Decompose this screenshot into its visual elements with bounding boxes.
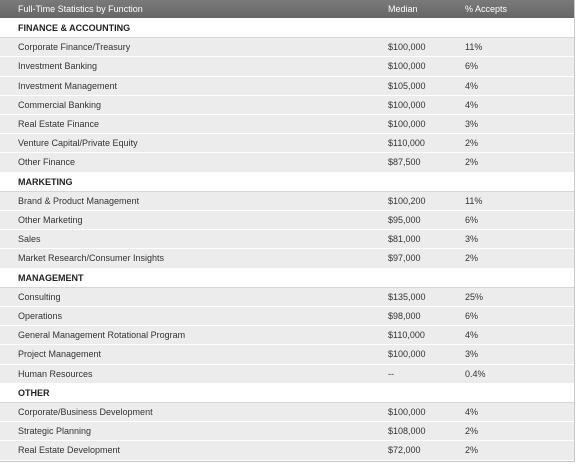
function-name: Real Estate Development xyxy=(18,445,121,456)
accept-rate: 11% xyxy=(465,195,483,206)
function-name: Investment Banking xyxy=(18,61,98,72)
median-salary: $81,000 xyxy=(388,234,421,245)
median-salary: $100,000 xyxy=(388,407,426,417)
median-salary: $98,000 xyxy=(388,311,421,321)
data-row: Investment Banking $100,000 6% xyxy=(0,57,574,77)
section-row: MANAGEMENT xyxy=(0,268,574,288)
function-name: Strategic Planning xyxy=(18,426,92,437)
data-row: Human Resources -- 0.4% xyxy=(0,364,574,384)
accept-rate: 4% xyxy=(465,99,479,110)
function-name: Real Estate Finance xyxy=(18,119,100,129)
data-row: Brand & Product Management $100,200 11% xyxy=(0,191,574,211)
median-salary: $135,000 xyxy=(388,291,426,302)
median-salary: $97,000 xyxy=(388,253,421,264)
data-row: Corporate Finance/Treasury $100,000 11% xyxy=(0,38,574,58)
section-title: MARKETING xyxy=(18,176,73,187)
median-salary: $87,500 xyxy=(388,157,421,168)
header-row: Full-Time Statistics by Function Median … xyxy=(0,0,574,19)
data-row: Other Finance $87,500 2% xyxy=(0,153,574,173)
data-row: Real Estate Finance $100,000 3% xyxy=(0,115,574,135)
median-salary: $100,200 xyxy=(388,195,426,206)
median-salary: $95,000 xyxy=(388,215,421,225)
function-name: Other Marketing xyxy=(18,215,83,225)
accept-rate: 4% xyxy=(465,80,479,91)
data-row: Consulting $135,000 25% xyxy=(0,287,574,307)
section-title: MANAGEMENT xyxy=(18,272,84,283)
section-title: FINANCE & ACCOUNTING xyxy=(18,23,131,33)
function-name: Other Finance xyxy=(18,157,76,168)
accept-rate: 25% xyxy=(465,291,484,302)
data-row: General Management Rotational Program $11… xyxy=(0,326,574,346)
median-salary: $105,000 xyxy=(388,80,426,91)
header-cell: Full-Time Statistics by Function xyxy=(18,4,143,14)
median-salary: $100,000 xyxy=(388,119,426,129)
accept-rate: 11% xyxy=(465,42,483,53)
accept-rate: 2% xyxy=(465,426,479,437)
data-row: Investment Management $105,000 4% xyxy=(0,76,574,96)
function-name: Sales xyxy=(18,234,41,245)
accept-rate: 2% xyxy=(465,138,479,149)
accept-rate: 6% xyxy=(465,61,479,72)
median-salary: $110,000 xyxy=(388,330,425,341)
function-name: Market Research/Consumer Insights xyxy=(18,253,165,264)
section-row: MARKETING xyxy=(0,172,574,192)
function-name: Commercial Banking xyxy=(18,99,102,110)
section-title: OTHER xyxy=(18,387,50,398)
data-row: Strategic Planning $108,000 2% xyxy=(0,422,574,442)
accept-rate: 3% xyxy=(465,349,479,360)
median-salary: -- xyxy=(388,368,394,379)
data-row: Venture Capital/Private Equity $110,000 2% xyxy=(0,134,574,154)
accept-rate: 2% xyxy=(465,157,479,168)
accept-rate: 2% xyxy=(465,445,479,456)
function-name: Investment Management xyxy=(18,80,118,91)
median-salary: $100,000 xyxy=(388,61,426,72)
accept-rate: 2% xyxy=(465,253,479,264)
data-row: Real Estate Development $72,000 2% xyxy=(0,441,574,461)
function-name: General Management Rotational Program xyxy=(18,330,186,341)
function-name: Corporate/Business Development xyxy=(18,407,153,417)
function-name: Human Resources xyxy=(18,368,93,379)
function-name: Project Management xyxy=(18,349,102,360)
data-row: Commercial Banking $100,000 4% xyxy=(0,95,574,115)
function-name: Corporate Finance/Treasury xyxy=(18,42,131,53)
function-name: Consulting xyxy=(18,291,61,302)
function-name: Operations xyxy=(18,311,63,321)
section-row: FINANCE & ACCOUNTING xyxy=(0,19,574,39)
function-name: Brand & Product Management xyxy=(18,195,140,206)
data-row: Corporate/Business Development $100,000 4% xyxy=(0,403,574,423)
accept-rate: 6% xyxy=(465,215,479,225)
header-cell: Median xyxy=(388,4,418,14)
data-row: Sales $81,000 3% xyxy=(0,230,574,250)
data-row: Operations $98,000 6% xyxy=(0,307,574,327)
median-salary: $100,000 xyxy=(388,99,426,110)
accept-rate: 6% xyxy=(465,311,479,321)
accept-rate: 3% xyxy=(465,234,479,245)
data-row: Project Management $100,000 3% xyxy=(0,345,574,365)
function-name: Venture Capital/Private Equity xyxy=(18,138,138,149)
accept-rate: 0.4% xyxy=(465,368,486,379)
median-salary: $100,000 xyxy=(388,42,426,53)
header-cell: % Accepts xyxy=(465,4,508,14)
median-salary: $110,000 xyxy=(388,138,425,149)
accept-rate: 4% xyxy=(465,330,479,341)
data-row: Market Research/Consumer Insights $97,000… xyxy=(0,249,574,269)
accept-rate: 4% xyxy=(465,407,479,417)
median-salary: $72,000 xyxy=(388,445,421,456)
accept-rate: 3% xyxy=(465,119,479,129)
data-row: Other Marketing $95,000 6% xyxy=(0,211,574,231)
median-salary: $100,000 xyxy=(388,349,426,360)
median-salary: $108,000 xyxy=(388,426,426,437)
section-row: OTHER xyxy=(0,383,574,403)
